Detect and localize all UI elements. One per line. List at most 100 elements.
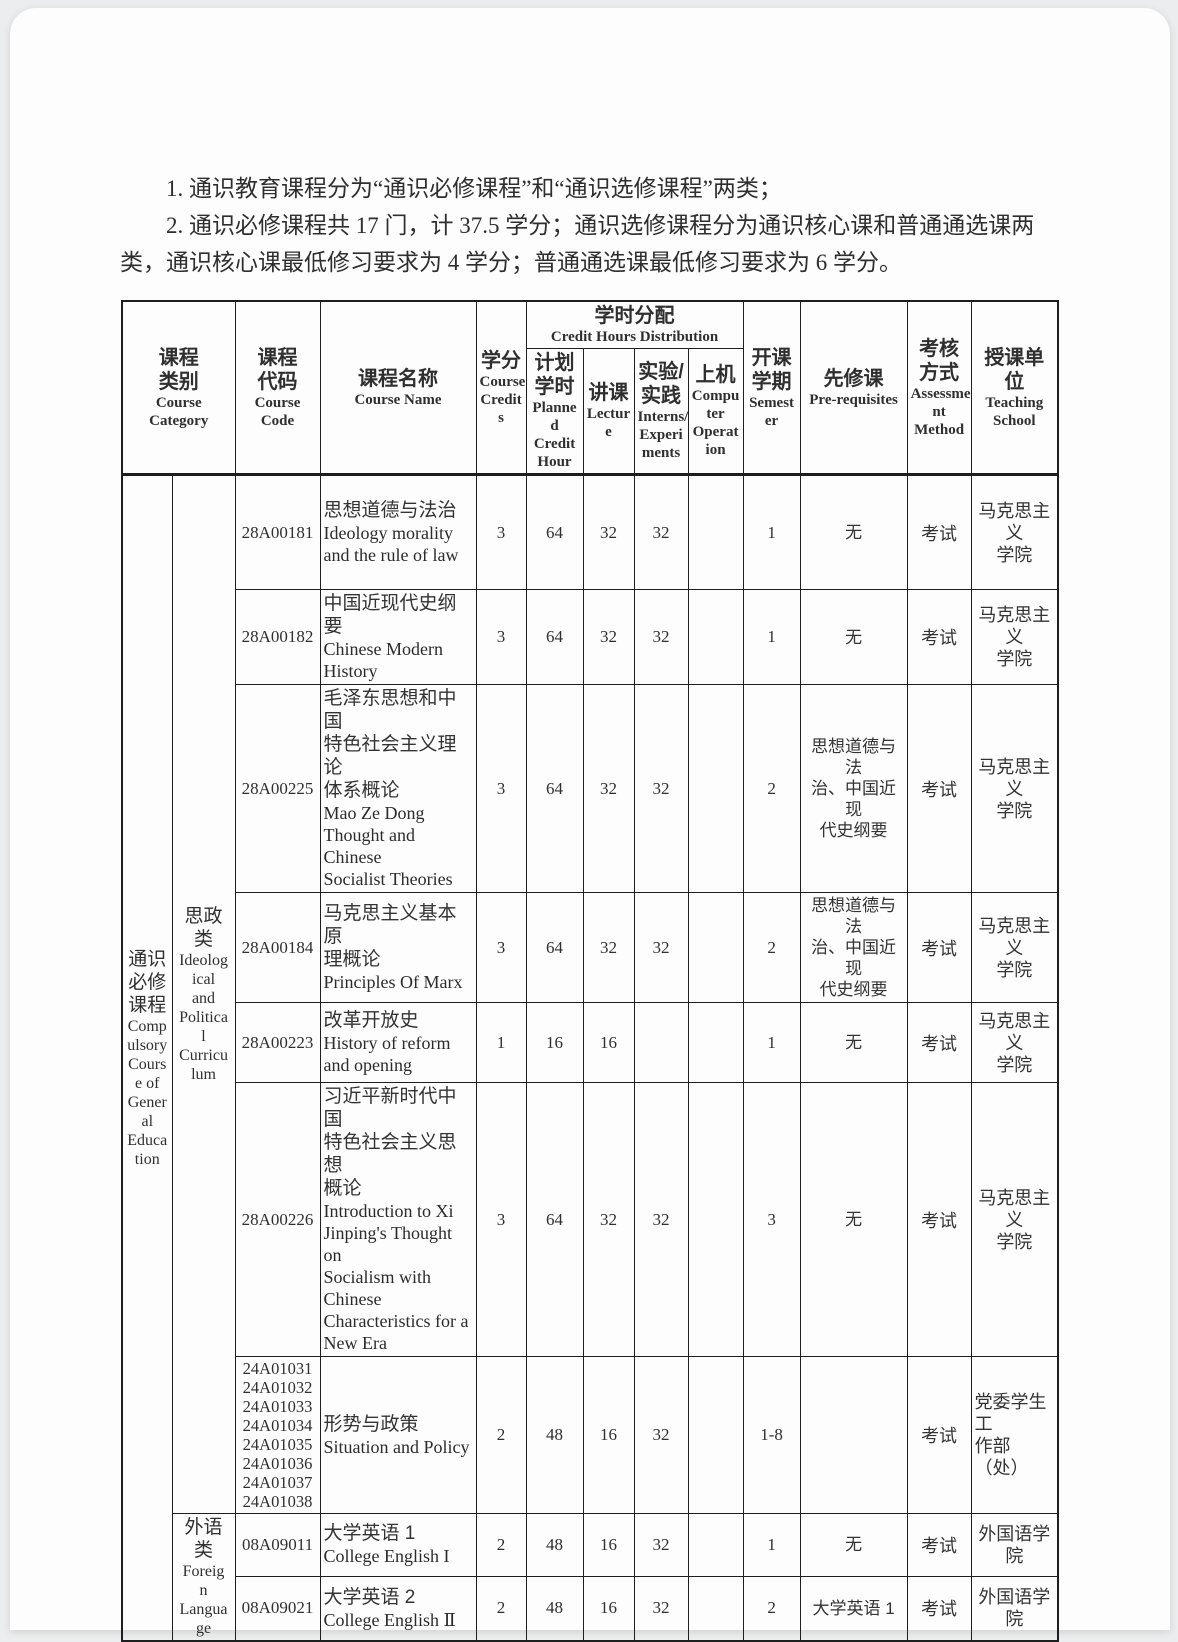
lecture-hours-cell: 32 [582,589,635,685]
category-compulsory-general-education: 通识 必修 课程 Comp ulsory Cours e of Gener al… [121,473,173,1642]
computer-hours-cell [687,1356,744,1514]
teaching-school-cell: 马克思主义 学院 [970,589,1059,685]
computer-hours-cell [687,1082,744,1357]
experiment-hours-cell: 32 [633,1575,689,1642]
course-name-cell: 中国近现代史纲要 Chinese Modern History [319,589,477,685]
computer-hours-cell [687,1575,744,1642]
prerequisite-cell: 无 [799,1513,908,1577]
course-name-cell: 毛泽东思想和中国 特色社会主义理论 体系概论 Mao Ze Dong Thoug… [319,684,477,893]
semester-cell: 3 [742,1082,801,1357]
course-code-cell: 08A09021 [234,1575,321,1642]
intro-line-1: 1. 通识教育课程分为“通识必修课程”和“通识选修课程”两类； [166,176,782,201]
teaching-school-cell: 外国语学院 [970,1513,1059,1577]
category-ideological-political: 思政类 Ideolog ical and Politica l Curricu … [171,473,236,1514]
planned-hours-cell: 64 [525,473,584,590]
planned-hours-cell: 16 [525,1002,584,1083]
intro-text: 1. 通识教育课程分为“通识必修课程”和“通识选修课程”两类； 2. 通识必修课… [120,170,1068,281]
planned-hours-cell: 64 [525,684,584,893]
header-course-credits: 学分 Course Credit s [475,300,527,475]
experiment-hours-cell: 32 [633,684,689,893]
course-code-cell: 28A00184 [234,892,321,1003]
computer-hours-cell [687,473,744,590]
credits-cell: 2 [475,1513,527,1577]
header-planned-credit-hour: 计划 学时 Planne d Credit Hour [525,348,584,476]
credits-cell: 3 [475,1082,527,1357]
planned-hours-cell: 48 [525,1513,584,1577]
lecture-hours-cell: 32 [582,1082,635,1357]
lecture-hours-cell: 32 [582,473,635,590]
prerequisite-cell: 大学英语 1 [799,1575,908,1642]
computer-hours-cell [687,589,744,685]
course-name-cell: 思想道德与法治 Ideology morality and the rule o… [319,473,477,590]
teaching-school-cell: 党委学生工 作部（处） [970,1356,1059,1514]
table-row: 28A00223 改革开放史 History of reform and ope… [122,1002,1059,1083]
document-screenshot: { "intro": { "line1": "1. 通识教育课程分为“通识必修课… [10,8,1170,1642]
course-code-cell: 28A00223 [234,1002,321,1083]
table-row: 28A00226 习近平新时代中国 特色社会主义思想 概论 Introducti… [122,1082,1059,1357]
planned-hours-cell: 64 [525,589,584,685]
table-row: 通识 必修 课程 Comp ulsory Cours e of Gener al… [121,473,1059,1642]
semester-cell: 1 [742,473,801,590]
semester-cell: 2 [742,1575,801,1642]
planned-hours-cell: 64 [525,892,584,1003]
semester-cell: 1 [742,589,801,685]
table-row: 08A09021 大学英语 2 College English Ⅱ 2 48 1… [122,1575,1059,1642]
header-course-category: 课程 类别 Course Category [121,300,236,475]
prerequisite-cell: 无 [799,589,908,685]
teaching-school-cell: 马克思主义 学院 [970,684,1059,893]
assessment-cell: 考试 [906,473,972,590]
course-code-cell: 28A00225 [234,684,321,893]
course-code-cell: 08A09011 [234,1513,321,1577]
lecture-hours-cell: 16 [582,1356,635,1514]
teaching-school-cell: 外国语学院 [970,1575,1059,1642]
table-row: 28A00184 马克思主义基本原 理概论 Principles Of Marx… [122,892,1059,1003]
prerequisite-cell: 思想道德与法 治、中国近现 代史纲要 [799,684,908,893]
credits-cell: 2 [475,1575,527,1642]
credits-cell: 3 [475,684,527,893]
lecture-hours-cell: 16 [582,1513,635,1577]
experiment-hours-cell: 32 [633,589,689,685]
table-row: 28A00225 毛泽东思想和中国 特色社会主义理论 体系概论 Mao Ze D… [122,684,1059,893]
header-course-code: 课程 代码 Course Code [234,300,321,475]
credits-cell: 1 [475,1002,527,1083]
teaching-school-cell: 马克思主义 学院 [970,892,1059,1003]
credits-cell: 2 [475,1356,527,1514]
header-computer-operation: 上机 Compu ter Operat ion [687,348,744,476]
header-experiments: 实验/ 实践 Interns/ Experi ments [633,348,689,476]
curriculum-table: 课程 类别 Course Category 课程 代码 Course Code … [121,300,1060,1642]
assessment-cell: 考试 [906,1575,972,1642]
course-name-cell: 改革开放史 History of reform and opening [319,1002,477,1083]
course-name-cell: 形势与政策 Situation and Policy [319,1356,477,1514]
planned-hours-cell: 64 [525,1082,584,1357]
prerequisite-cell: 无 [799,473,908,590]
lecture-hours-cell: 32 [582,892,635,1003]
semester-cell: 2 [742,684,801,893]
experiment-hours-cell: 32 [633,473,689,590]
experiment-hours-cell: 32 [633,1082,689,1357]
semester-cell: 1-8 [742,1356,801,1514]
lecture-hours-cell: 32 [582,684,635,893]
assessment-cell: 考试 [906,684,972,893]
semester-cell: 2 [742,892,801,1003]
experiment-hours-cell [633,1002,689,1083]
course-code-cell: 28A00226 [234,1082,321,1357]
teaching-school-cell: 马克思主义 学院 [970,1002,1059,1083]
course-name-cell: 马克思主义基本原 理概论 Principles Of Marx [319,892,477,1003]
prerequisite-cell [799,1356,908,1514]
course-code-cell: 28A00182 [234,589,321,685]
header-course-name: 课程名称 Course Name [319,300,477,475]
course-name-cell: 大学英语 2 College English Ⅱ [319,1575,477,1642]
computer-hours-cell [687,1513,744,1577]
prerequisite-cell: 无 [799,1082,908,1357]
assessment-cell: 考试 [906,1356,972,1514]
header-semester: 开课 学期 Semest er [742,300,801,475]
category-foreign-language: 外语类 Foreig n Langua ge [171,1513,236,1642]
course-code-cell: 28A00181 [234,473,321,590]
assessment-cell: 考试 [906,589,972,685]
prerequisite-cell: 无 [799,1002,908,1083]
prerequisite-cell: 思想道德与法 治、中国近现 代史纲要 [799,892,908,1003]
assessment-cell: 考试 [906,1002,972,1083]
credits-cell: 3 [475,892,527,1003]
assessment-cell: 考试 [906,892,972,1003]
course-code-cell: 24A01031 24A01032 24A01033 24A01034 24A0… [234,1356,321,1514]
